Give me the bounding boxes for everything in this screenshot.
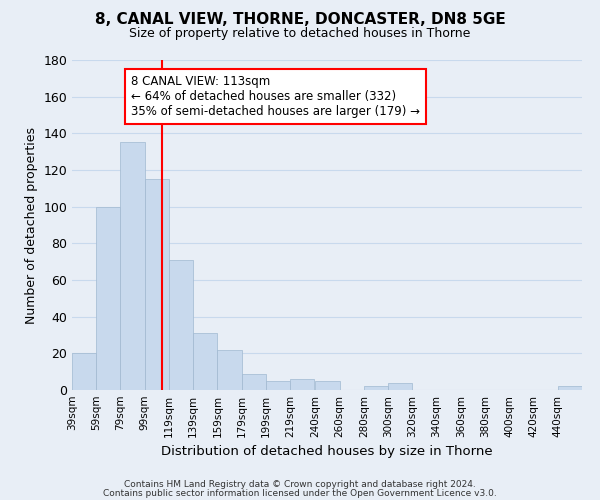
Bar [145, 179, 169, 390]
Bar [72, 354, 96, 390]
Bar [242, 374, 266, 390]
Bar [169, 260, 193, 390]
X-axis label: Distribution of detached houses by size in Thorne: Distribution of detached houses by size … [161, 446, 493, 458]
Text: 8 CANAL VIEW: 113sqm
← 64% of detached houses are smaller (332)
35% of semi-deta: 8 CANAL VIEW: 113sqm ← 64% of detached h… [131, 75, 419, 118]
Bar [193, 333, 217, 390]
Bar [364, 386, 388, 390]
Y-axis label: Number of detached properties: Number of detached properties [25, 126, 38, 324]
Bar [266, 381, 290, 390]
Text: 8, CANAL VIEW, THORNE, DONCASTER, DN8 5GE: 8, CANAL VIEW, THORNE, DONCASTER, DN8 5G… [95, 12, 505, 28]
Text: Contains public sector information licensed under the Open Government Licence v3: Contains public sector information licen… [103, 488, 497, 498]
Bar [558, 386, 582, 390]
Text: Size of property relative to detached houses in Thorne: Size of property relative to detached ho… [130, 28, 470, 40]
Bar [290, 379, 314, 390]
Bar [388, 382, 412, 390]
Bar [96, 206, 121, 390]
Text: Contains HM Land Registry data © Crown copyright and database right 2024.: Contains HM Land Registry data © Crown c… [124, 480, 476, 489]
Bar [316, 381, 340, 390]
Bar [217, 350, 242, 390]
Bar [121, 142, 145, 390]
